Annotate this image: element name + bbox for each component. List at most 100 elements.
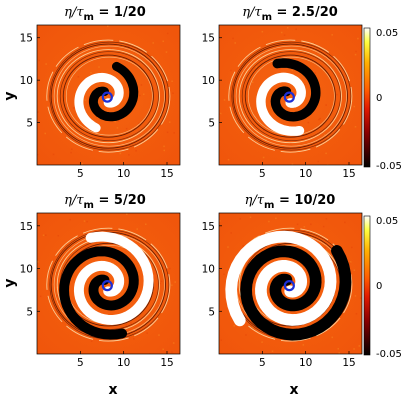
wave-ring: [49, 41, 170, 151]
field-speckle: [334, 264, 336, 266]
field-speckle: [71, 148, 73, 150]
field-speckle: [70, 151, 72, 154]
field-speckle: [93, 57, 96, 60]
field-speckle: [230, 69, 232, 72]
spiral-arm-positive: [225, 230, 337, 327]
wave-ring: [232, 43, 348, 149]
field-speckle: [146, 332, 148, 334]
wave-ring: [50, 43, 166, 149]
field-speckle: [269, 128, 271, 131]
field-speckle: [81, 162, 84, 165]
y-tick-label: 5: [208, 306, 215, 318]
field-speckle: [90, 340, 93, 342]
field-speckle: [169, 121, 171, 123]
field-speckle: [219, 113, 221, 115]
field-speckle: [99, 286, 101, 289]
y-axis-label: y: [2, 278, 18, 287]
field-speckle: [280, 31, 283, 34]
heatmap-plot: 5 10 15 5 10 15: [202, 24, 363, 180]
field-speckle: [90, 71, 92, 74]
panel-title: η/τm = 2.5/20: [242, 5, 338, 23]
field-speckle: [119, 152, 122, 155]
field-speckle: [158, 312, 160, 315]
field-speckle: [127, 45, 129, 47]
field-speckle: [128, 154, 130, 156]
field-speckle: [242, 245, 244, 247]
field-speckle: [355, 50, 357, 53]
wave-ring: [53, 45, 165, 147]
field-speckle: [98, 66, 100, 68]
field-speckle: [37, 261, 39, 263]
field-background: [219, 25, 362, 165]
wave-ring: [231, 41, 352, 151]
x-tick-label: 15: [160, 168, 173, 180]
field-speckle: [291, 163, 294, 165]
field-speckle: [271, 350, 274, 352]
field-speckle: [219, 112, 222, 115]
axes-frame: [218, 212, 363, 355]
field-speckle: [233, 325, 235, 327]
panel-bottom-right: η/τm = 10/20 x 5 10 15 5 10 15: [202, 193, 363, 398]
y-tick-label: 10: [20, 75, 33, 87]
wave-ring: [59, 51, 159, 142]
field-speckle: [52, 153, 55, 156]
field-speckle: [290, 142, 292, 145]
heatmap-field: [219, 25, 362, 165]
colorbar-tick-label: -0.05: [376, 349, 402, 360]
field-speckle: [133, 338, 135, 340]
x-axis-label: x: [289, 382, 298, 398]
field-speckle: [37, 221, 39, 224]
field-speckle: [349, 261, 352, 263]
x-tick-label: 5: [259, 168, 266, 180]
panel-bottom-left: η/τm = 5/20 y x 5 10 15 5 10 15: [2, 193, 181, 398]
field-speckle: [354, 53, 357, 56]
field-speckle: [172, 342, 175, 344]
colorbar-gradient: [363, 215, 371, 356]
wave-ring: [244, 54, 336, 138]
field-speckle: [359, 297, 362, 299]
field-speckle: [232, 37, 234, 40]
field-speckle: [251, 81, 254, 84]
tip-marker: [283, 91, 295, 103]
heatmap-plot: 5 10 15 5 10 15: [20, 24, 181, 180]
field-background: [37, 25, 180, 165]
field-speckle: [354, 126, 357, 128]
field-speckle: [125, 324, 128, 326]
field-speckle: [303, 84, 306, 86]
field-speckle: [261, 30, 264, 33]
field-speckle: [172, 92, 174, 94]
heatmap-field: [219, 213, 362, 354]
field-speckle: [295, 28, 297, 31]
field-speckle: [166, 32, 169, 35]
field-speckle: [234, 42, 236, 44]
field-speckle: [331, 34, 333, 36]
x-tick-label: 5: [259, 357, 266, 369]
field-speckle: [81, 313, 84, 316]
x-tick-label: 15: [342, 357, 355, 369]
field-speckle: [158, 334, 160, 336]
field-speckle: [83, 220, 86, 222]
field-speckle: [314, 49, 316, 52]
field-speckle: [291, 69, 294, 71]
field-speckle: [230, 232, 232, 234]
spiral-arm-negative: [88, 61, 139, 122]
y-tick-label: 5: [208, 118, 215, 130]
field-speckle: [121, 44, 124, 46]
field-speckle: [57, 234, 60, 237]
field-speckle: [160, 280, 163, 283]
field-speckle: [271, 336, 273, 338]
panel-top-right: η/τm = 2.5/20 5 10 15 5 10 15: [202, 5, 363, 180]
colorbar-gradient: [363, 27, 371, 168]
field-speckle: [84, 46, 87, 48]
y-tick-label: 10: [20, 264, 33, 276]
field-speckle: [140, 84, 143, 86]
field-speckle: [77, 76, 80, 78]
field-speckle: [279, 67, 281, 70]
field-speckle: [271, 107, 273, 110]
tip-marker: [283, 280, 295, 292]
field-speckle: [117, 120, 120, 122]
field-speckle: [331, 336, 333, 339]
field-speckle: [138, 122, 140, 125]
field-speckle: [223, 99, 226, 101]
x-tick-label: 15: [160, 357, 173, 369]
